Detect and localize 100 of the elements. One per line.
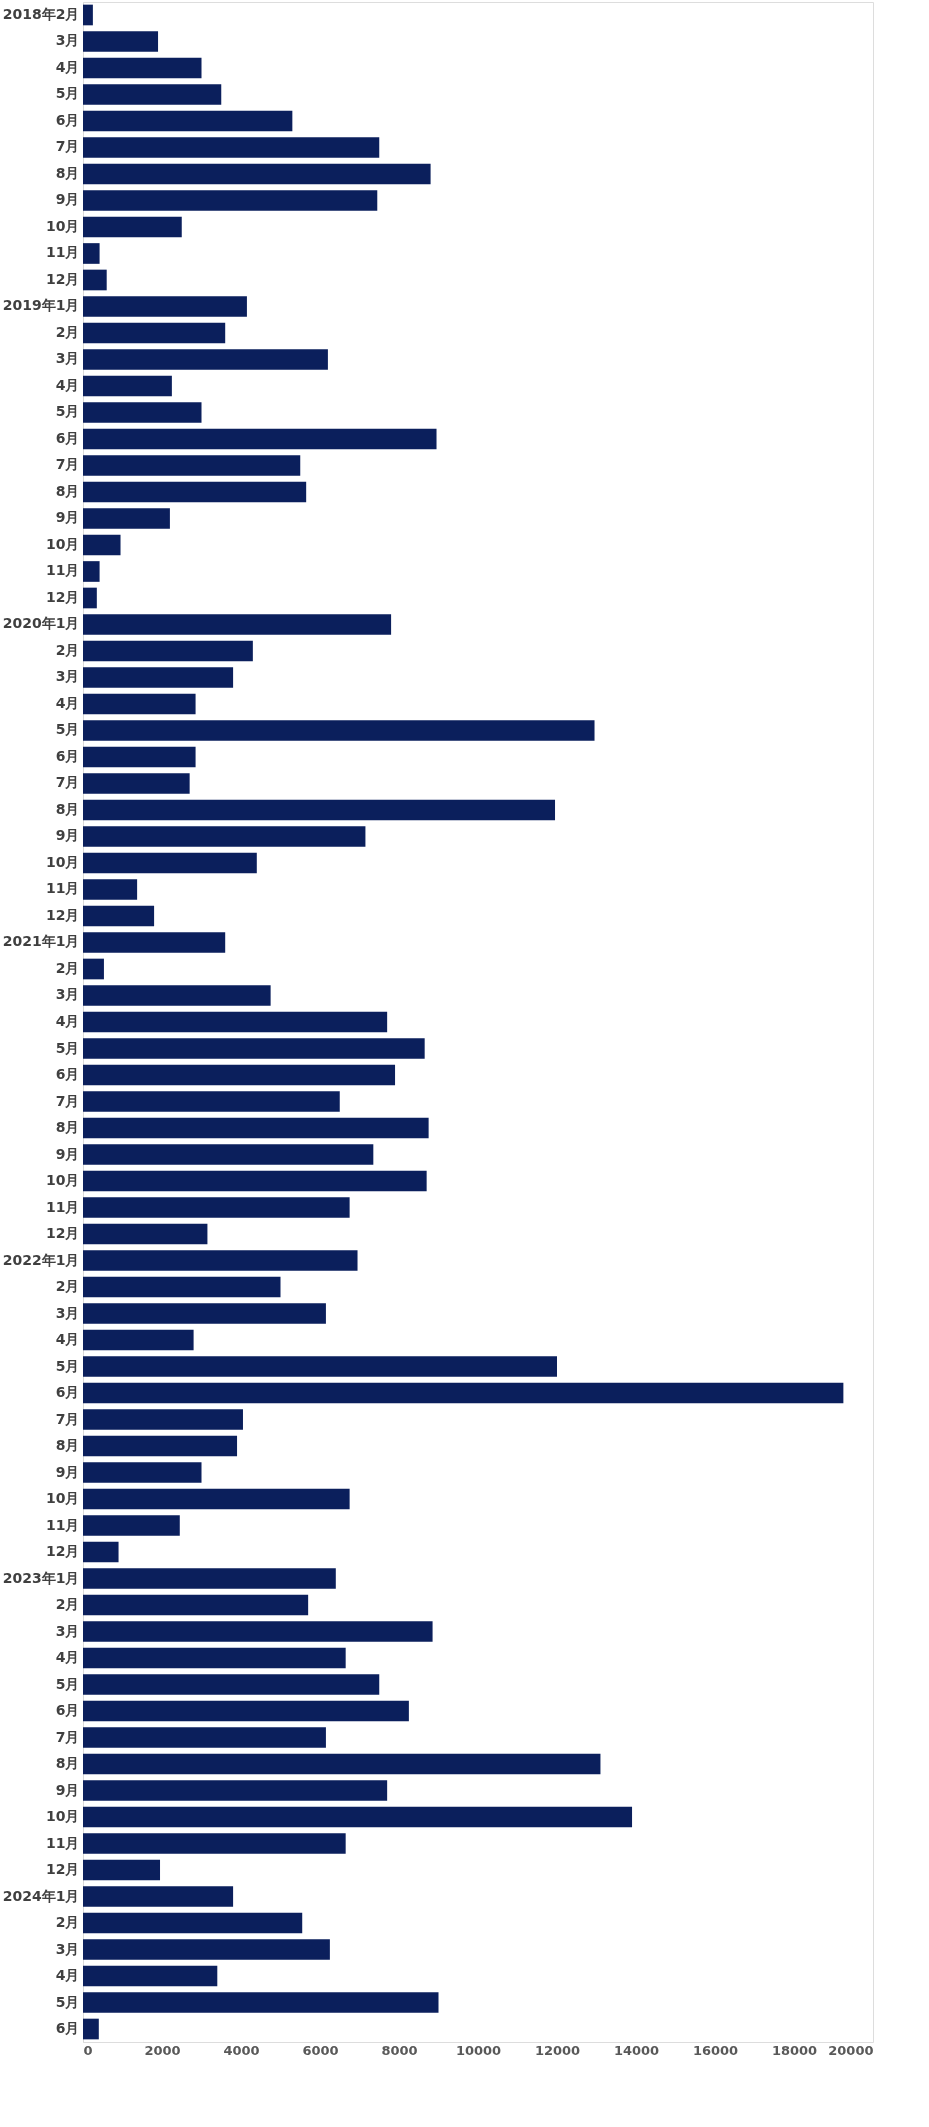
y-tick-label: 7月: [55, 1410, 80, 1427]
bar: [83, 163, 431, 185]
bar: [83, 667, 234, 688]
y-tick-label: 2020年1月: [2, 615, 80, 632]
y-tick-label: 11月: [46, 1198, 80, 1215]
bar: [83, 137, 380, 158]
bar: [83, 852, 257, 874]
bar: [83, 31, 159, 52]
bar: [83, 1647, 346, 1669]
bar: [83, 4, 93, 26]
bar: [83, 879, 138, 900]
y-tick-label: 3月: [55, 668, 80, 685]
y-tick-label: 2月: [55, 1914, 80, 1931]
y-tick-label: 10月: [46, 1172, 80, 1188]
bar: [83, 1939, 330, 1960]
y-tick-label: 11月: [46, 880, 80, 897]
bar: [83, 269, 107, 291]
bar: [83, 481, 307, 503]
y-tick-label: 8月: [55, 482, 80, 499]
y-tick-label: 2022年1月: [2, 1251, 80, 1268]
bar: [83, 1912, 303, 1934]
y-tick-label: 2月: [55, 960, 80, 976]
bar: [83, 1727, 326, 1748]
y-tick-label: 2月: [55, 641, 80, 658]
bar: [83, 1170, 427, 1192]
bar: [83, 1435, 238, 1457]
y-tick-label: 4月: [55, 1967, 80, 1984]
bar: [83, 1011, 388, 1033]
bar: [83, 958, 104, 980]
bar: [83, 1753, 601, 1775]
bar: [83, 1117, 429, 1139]
y-tick-label: 4月: [55, 1331, 80, 1347]
y-tick-label: 12月: [46, 1543, 80, 1560]
y-tick-label: 5月: [55, 1039, 80, 1056]
x-tick-label: 18000: [771, 2042, 818, 2058]
bar: [83, 1965, 218, 1987]
y-tick-label: 6月: [55, 748, 80, 764]
x-tick-label: 8000: [381, 2042, 418, 2058]
bar: [83, 428, 437, 450]
y-tick-label: 5月: [55, 1357, 80, 1374]
bar: [83, 1356, 557, 1377]
y-tick-label: 4月: [55, 1013, 80, 1029]
bar: [83, 1462, 202, 1483]
y-tick-label: 2021年1月: [2, 933, 80, 950]
y-tick-label: 8月: [55, 1755, 80, 1772]
y-tick-label: 10月: [46, 1808, 80, 1825]
y-tick-label: 4月: [55, 695, 80, 711]
bar: [83, 1886, 234, 1907]
y-tick-label: 5月: [55, 1993, 80, 2010]
y-tick-label: 4月: [55, 1649, 80, 1666]
y-tick-label: 2019年1月: [2, 297, 80, 314]
y-tick-label: 7月: [55, 1728, 80, 1745]
y-tick-label: 7月: [55, 456, 80, 473]
y-tick-label: 9月: [55, 1145, 80, 1162]
y-tick-label: 9月: [55, 1463, 80, 1480]
bar: [83, 296, 247, 317]
bar: [83, 110, 293, 132]
bar: [83, 1250, 358, 1271]
bar: [83, 1303, 326, 1324]
y-tick-label: 5月: [55, 403, 80, 420]
y-tick-label: 5月: [55, 85, 80, 102]
bar: [83, 1329, 194, 1351]
x-tick-label: 12000: [534, 2042, 581, 2058]
bar: [83, 1541, 119, 1563]
y-tick-label: 10月: [46, 854, 80, 870]
bar: [83, 826, 366, 847]
y-tick-label: 6月: [55, 1384, 80, 1401]
bar: [83, 720, 595, 741]
y-tick-label: 11月: [46, 1516, 80, 1533]
bar: [83, 243, 100, 264]
bar: [83, 1992, 439, 2013]
bar: [83, 349, 328, 370]
x-tick-label: 20000: [828, 2042, 874, 2058]
x-tick-label: 4000: [223, 2042, 260, 2058]
y-tick-label: 3月: [55, 1940, 80, 1957]
y-tick-label: 12月: [46, 907, 80, 923]
y-tick-label: 11月: [46, 244, 80, 261]
bar: [83, 1276, 281, 1298]
bar: [83, 773, 190, 794]
y-tick-label: 2月: [55, 323, 80, 340]
y-tick-label: 2月: [55, 1596, 80, 1613]
bar: [83, 216, 182, 238]
y-tick-label: 10月: [46, 535, 80, 552]
y-tick-label: 7月: [55, 774, 80, 791]
bar: [83, 1515, 180, 1536]
bar: [83, 799, 556, 821]
bar: [83, 1409, 243, 1430]
y-tick-label: 9月: [55, 509, 80, 526]
bar: [83, 508, 170, 529]
y-tick-label: 3月: [55, 350, 80, 367]
bar: [83, 587, 97, 609]
y-tick-label: 2023年1月: [2, 1569, 80, 1586]
y-tick-label: 8月: [55, 1437, 80, 1454]
bar: [83, 746, 196, 768]
bar: [83, 905, 155, 927]
bar: [83, 640, 253, 662]
y-tick-label: 12月: [46, 1861, 80, 1878]
bar: [83, 1568, 336, 1589]
y-tick-label: 9月: [55, 191, 80, 208]
y-tick-label: 10月: [46, 1490, 80, 1507]
